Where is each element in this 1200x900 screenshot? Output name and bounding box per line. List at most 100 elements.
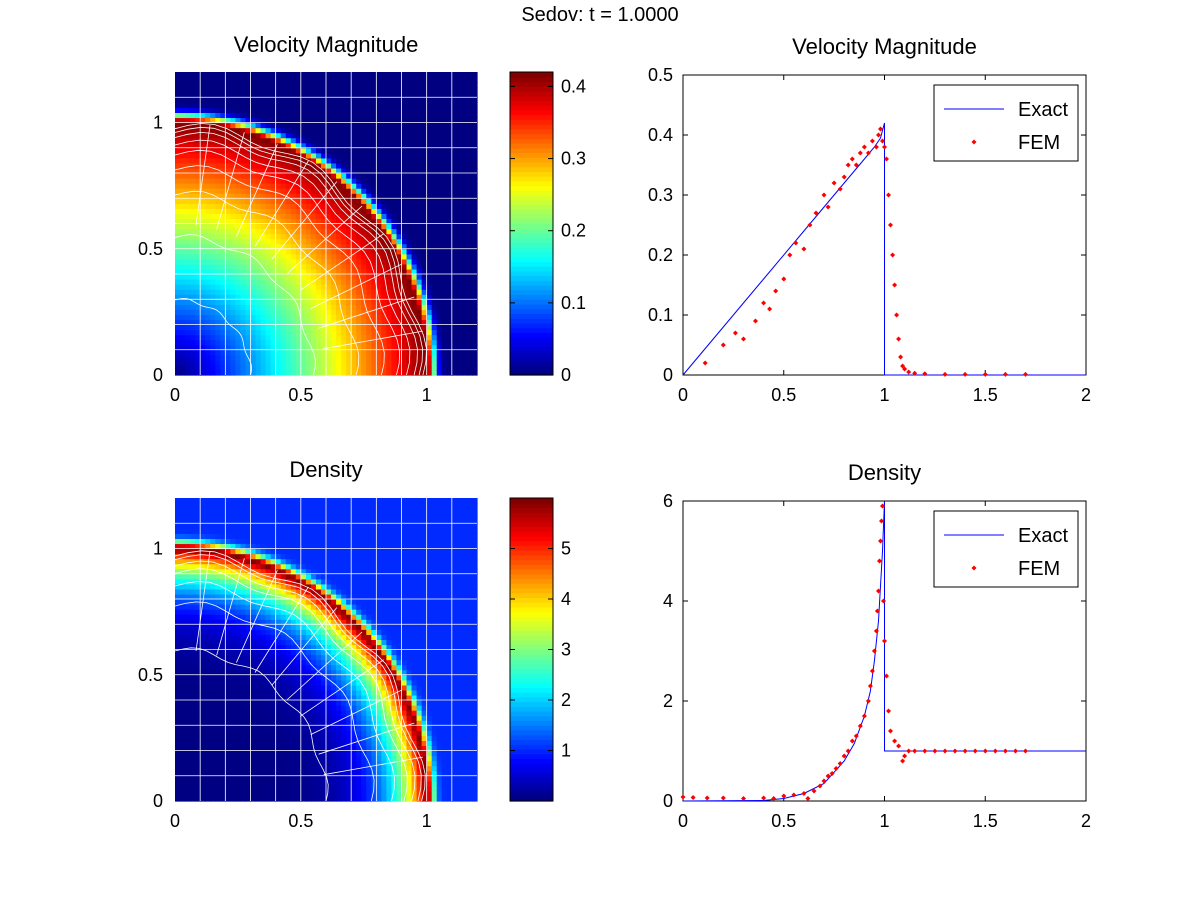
x-tick-label: 0 xyxy=(678,811,688,831)
colorbar-cell xyxy=(510,133,553,139)
colorbar-cell xyxy=(510,729,553,736)
fem-point xyxy=(741,336,746,342)
fem-point xyxy=(869,138,875,144)
colorbar-cell xyxy=(510,256,553,262)
colorbar-cell xyxy=(510,86,553,92)
colorbar-cell xyxy=(510,734,553,741)
fem-point xyxy=(1023,748,1028,754)
mesh-spoke xyxy=(299,233,384,291)
fem-point xyxy=(761,300,767,306)
x-tick-label: 0 xyxy=(678,385,688,405)
colorbar-cell xyxy=(510,777,553,783)
fem-point xyxy=(720,795,726,801)
colorbar-cell xyxy=(510,616,553,622)
legend-label-exact: Exact xyxy=(1018,99,1068,121)
mesh-arc xyxy=(174,149,401,376)
colorbar-cell xyxy=(510,531,553,537)
fem-point xyxy=(898,354,904,360)
fem-point xyxy=(841,174,847,180)
x-tick-label: 0.5 xyxy=(771,385,796,405)
colorbar-cell xyxy=(510,668,553,674)
colorbar-cell xyxy=(510,640,553,646)
fem-point xyxy=(881,598,886,604)
mesh-arc xyxy=(174,126,424,376)
mesh-arc xyxy=(174,601,375,802)
velocity-map-colorbar: 0 0.1 0.2 0.3 0.4 xyxy=(509,71,586,385)
density-profile-panel: 0 0.5 1 1.5 2 0 2 4 6 Density Exact FEM xyxy=(663,460,1091,831)
velocity-profile-title: Velocity Magnitude xyxy=(792,34,977,59)
colorbar-cell xyxy=(510,663,553,670)
colorbar-cell xyxy=(510,687,553,693)
colorbar-cell xyxy=(510,318,553,324)
density-map-mesh xyxy=(174,498,477,802)
fem-point xyxy=(853,733,859,739)
colorbar-cell xyxy=(510,739,553,745)
colorbar-cell xyxy=(510,114,553,120)
colorbar-cell xyxy=(510,711,553,717)
fem-point xyxy=(849,738,855,744)
colorbar-cell xyxy=(510,635,553,641)
fem-point xyxy=(880,138,885,144)
fem-point xyxy=(867,683,873,689)
colorbar-cell xyxy=(510,507,553,513)
fem-point xyxy=(821,778,827,784)
colorbar-cell xyxy=(510,351,553,357)
colorbar-cell xyxy=(510,512,553,518)
colorbar-cell xyxy=(510,261,553,267)
mesh-arc xyxy=(174,554,422,802)
mesh-spoke xyxy=(323,330,423,350)
fem-point xyxy=(900,758,906,764)
figure-suptitle: Sedov: t = 1.0000 xyxy=(521,4,679,26)
fem-point xyxy=(873,144,879,150)
colorbar-tick-label: 2 xyxy=(561,690,571,710)
colorbar-cell xyxy=(510,95,553,101)
x-tick-label: 2 xyxy=(1081,385,1091,405)
colorbar-cell xyxy=(510,119,553,125)
colorbar-cell xyxy=(510,76,553,83)
fem-point xyxy=(972,748,978,754)
fem-point xyxy=(865,698,871,704)
colorbar-tick-label: 0.1 xyxy=(561,293,586,313)
mesh-arc xyxy=(174,234,316,376)
velocity-map-field xyxy=(175,72,478,376)
legend-label-fem: FEM xyxy=(1018,132,1060,154)
colorbar-cell xyxy=(510,214,553,220)
colorbar-cell xyxy=(510,550,553,556)
series-line-exact xyxy=(682,122,1086,376)
colorbar-cell xyxy=(510,218,553,225)
fem-point xyxy=(773,288,779,294)
series-points-fem xyxy=(680,503,1028,801)
y-tick-label: 0.1 xyxy=(648,305,673,325)
fem-point xyxy=(886,192,891,198)
fem-point xyxy=(892,282,898,288)
colorbar-cell xyxy=(510,152,553,158)
fem-point xyxy=(833,766,839,771)
colorbar-cell xyxy=(510,332,553,338)
y-tick-label: 4 xyxy=(663,591,673,611)
legend-box xyxy=(933,84,1079,162)
colorbar-cell xyxy=(510,327,553,333)
fem-point xyxy=(845,748,851,754)
mesh-spoke xyxy=(318,296,415,329)
colorbar-cell xyxy=(510,654,553,660)
colorbar-cell xyxy=(510,171,553,177)
fem-point xyxy=(878,538,883,544)
fem-point xyxy=(962,371,968,377)
y-tick-label: 0 xyxy=(153,791,163,811)
y-tick-label: 0.5 xyxy=(138,239,163,259)
colorbar-cell xyxy=(510,109,553,116)
colorbar-cell xyxy=(510,786,553,793)
fem-point xyxy=(732,330,738,336)
fem-point xyxy=(912,370,918,376)
fem-point xyxy=(771,796,777,801)
fem-point xyxy=(873,628,879,634)
colorbar-cell xyxy=(510,341,553,348)
colorbar-cell xyxy=(510,90,553,97)
mesh-spoke xyxy=(254,586,309,673)
colorbar-cell xyxy=(510,308,553,315)
colorbar-cell xyxy=(510,232,553,239)
fem-point xyxy=(922,371,928,377)
mesh-arc xyxy=(174,123,427,376)
fem-point xyxy=(825,773,831,779)
legend-label-fem: FEM xyxy=(1018,558,1060,580)
